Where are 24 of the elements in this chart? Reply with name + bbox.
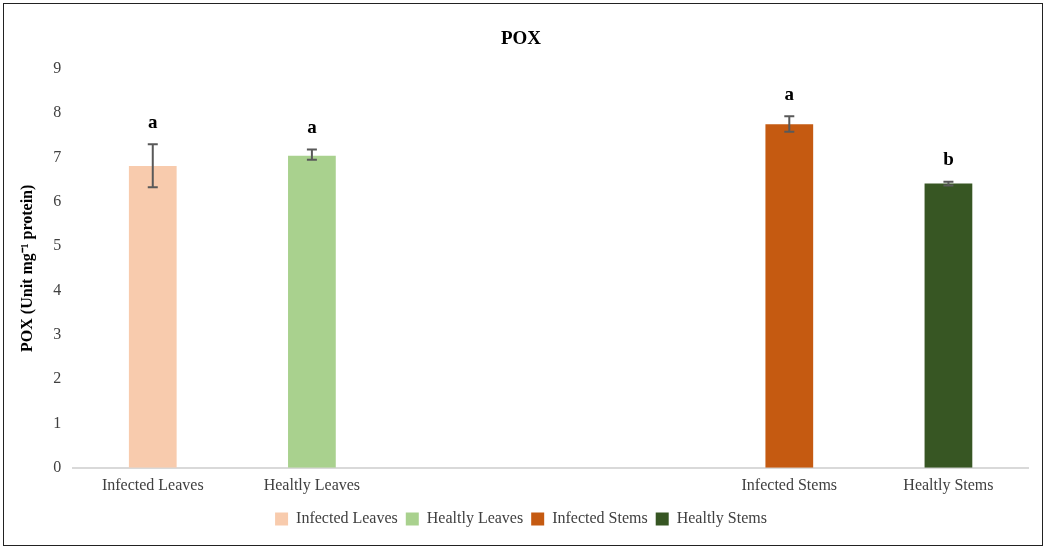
y-tick-label: 7 bbox=[53, 147, 62, 165]
y-tick-label: 2 bbox=[53, 369, 62, 387]
legend-label: Infected Stems bbox=[552, 509, 648, 527]
x-tick-label: Healtly Stems bbox=[903, 475, 994, 494]
y-tick-label: 6 bbox=[53, 192, 62, 209]
x-tick-label: Infected Stems bbox=[741, 475, 838, 493]
y-tick-label: 0 bbox=[53, 458, 62, 475]
y-tick-label: 1 bbox=[53, 413, 62, 431]
y-axis-title: POX (Unit mg⁻¹ protein) bbox=[17, 184, 36, 352]
chart-title: POX bbox=[500, 27, 542, 49]
annotation: a bbox=[148, 110, 159, 132]
x-tick-label: Infected Leaves bbox=[101, 475, 204, 493]
y-tick-label: 9 bbox=[53, 59, 62, 76]
x-tick-label: Healtly Leaves bbox=[263, 475, 361, 494]
legend-label: Healtly Leaves bbox=[426, 509, 524, 528]
y-tick-label: 5 bbox=[53, 236, 62, 254]
annotation: b bbox=[943, 148, 954, 170]
annotation: a bbox=[307, 115, 318, 137]
legend-label: Infected Leaves bbox=[296, 509, 398, 527]
y-tick-label: 8 bbox=[53, 103, 62, 121]
legend-label: Healtly Stems bbox=[676, 509, 767, 528]
y-tick-label: 3 bbox=[53, 325, 62, 342]
y-tick-label: 4 bbox=[53, 280, 62, 298]
annotation: a bbox=[784, 82, 795, 104]
